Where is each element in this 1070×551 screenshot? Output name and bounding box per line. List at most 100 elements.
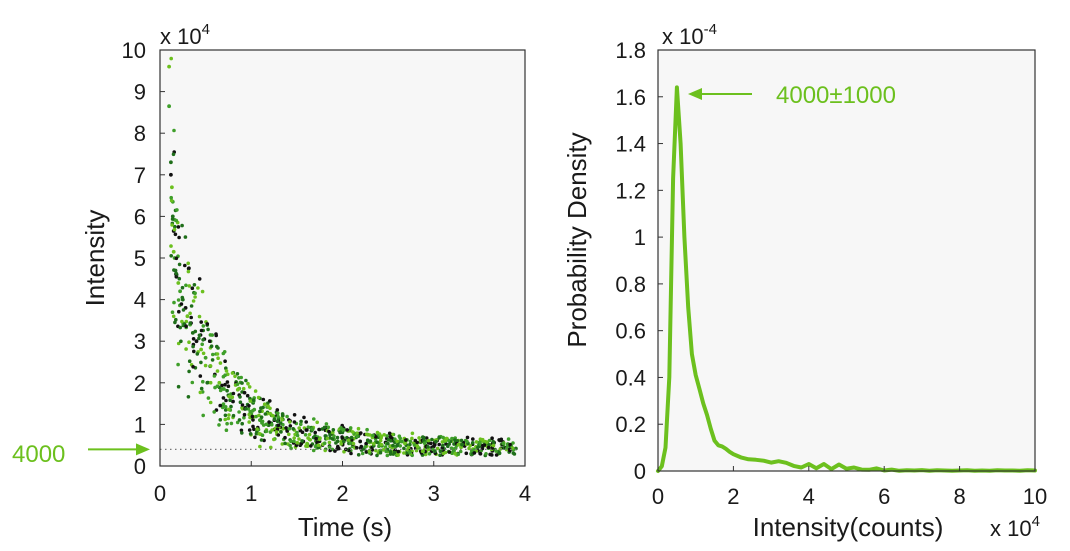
scatter-point — [176, 341, 181, 346]
scatter-point — [385, 453, 390, 458]
scatter-point — [175, 208, 179, 212]
scatter-point — [171, 152, 176, 157]
scatter-point — [385, 434, 389, 438]
scatter-point — [224, 366, 228, 371]
scatter-point — [228, 398, 232, 403]
scatter-point — [221, 351, 226, 356]
scatter-point — [378, 438, 383, 443]
scatter-point — [247, 412, 251, 417]
scatter-point — [335, 435, 340, 440]
scatter-point — [412, 443, 417, 447]
scatter-point — [180, 285, 185, 290]
scatter-point — [246, 381, 250, 386]
scatter-point — [360, 451, 365, 456]
scatter-point — [415, 440, 420, 445]
scatter-point — [192, 349, 196, 354]
scatter-point — [387, 431, 392, 436]
right-x-tick-label: 0 — [652, 484, 664, 509]
scatter-point — [223, 382, 227, 387]
scatter-point — [289, 439, 293, 444]
scatter-point — [169, 254, 173, 258]
scatter-point — [299, 419, 303, 424]
scatter-point — [374, 435, 378, 439]
scatter-point — [247, 428, 252, 432]
scatter-point — [250, 414, 255, 419]
scatter-point — [327, 440, 332, 445]
scatter-point — [307, 432, 312, 437]
scatter-point — [171, 314, 176, 319]
scatter-point — [478, 452, 483, 456]
left-annotation-arrow — [88, 443, 150, 456]
scatter-point — [327, 445, 332, 449]
scatter-point — [313, 430, 318, 435]
scatter-point — [288, 424, 293, 428]
scatter-point — [172, 268, 176, 272]
scatter-point — [242, 412, 247, 417]
scatter-point — [169, 244, 173, 248]
scatter-point — [254, 414, 258, 419]
scatter-point — [433, 442, 437, 447]
scatter-point — [392, 450, 397, 455]
scatter-point — [349, 435, 354, 440]
scatter-point — [300, 439, 304, 443]
scatter-point — [494, 453, 499, 457]
scatter-point — [280, 418, 284, 422]
scatter-point — [356, 453, 361, 457]
scatter-point — [170, 310, 175, 315]
scatter-point — [295, 440, 300, 445]
right-annotation-label: 4000±1000 — [776, 82, 896, 109]
scatter-point — [195, 352, 200, 356]
scatter-point — [257, 413, 261, 418]
left-annotation-label: 4000 — [12, 441, 65, 468]
scatter-point — [507, 447, 512, 452]
scatter-point — [251, 408, 255, 413]
scatter-point — [420, 449, 425, 454]
scatter-point — [258, 444, 262, 449]
right-y-axis-label: Probability Density — [562, 132, 592, 347]
scatter-point — [285, 429, 290, 433]
scatter-point — [235, 388, 240, 392]
scatter-point — [408, 442, 412, 447]
scatter-point — [230, 395, 235, 400]
scatter-point — [435, 446, 440, 451]
left-x-tick-label: 2 — [336, 481, 348, 506]
scatter-point — [188, 321, 192, 325]
scatter-point — [193, 295, 197, 299]
scatter-point — [193, 329, 198, 334]
right-plot-frame — [657, 49, 1036, 472]
scatter-point — [229, 404, 233, 409]
scatter-point — [186, 269, 191, 274]
scatter-point — [189, 315, 193, 320]
scatter-point — [333, 449, 337, 453]
scatter-point — [415, 444, 420, 448]
scatter-point — [315, 420, 320, 425]
scatter-point — [307, 437, 312, 442]
scatter-point — [275, 408, 280, 412]
scatter-point — [215, 369, 220, 373]
scatter-point — [426, 438, 431, 443]
left-y-tick-label: 4 — [134, 288, 146, 313]
scatter-point — [197, 277, 202, 281]
scatter-point — [167, 104, 172, 109]
scatter-point — [338, 430, 343, 434]
scatter-point — [438, 453, 442, 458]
scatter-point — [497, 438, 501, 442]
right-x-ticks: 0 2 4 6 8 10 — [652, 466, 1047, 509]
scatter-point — [322, 441, 327, 446]
scatter-point — [506, 437, 511, 441]
scatter-point — [259, 406, 263, 410]
scatter-point — [410, 431, 415, 436]
left-y-tick-label: 1 — [134, 412, 146, 437]
scatter-point — [283, 435, 287, 440]
right-x-tick-label: 8 — [953, 484, 965, 509]
scatter-point — [292, 439, 296, 444]
scatter-point — [407, 450, 412, 455]
scatter-point — [201, 413, 205, 418]
scatter-point — [223, 408, 228, 412]
scatter-point — [322, 425, 327, 430]
scatter-point — [167, 64, 172, 69]
scatter-point — [242, 390, 247, 395]
scatter-point — [211, 352, 215, 357]
right-x-tick-label: 4 — [803, 484, 815, 509]
scatter-point — [253, 389, 258, 393]
